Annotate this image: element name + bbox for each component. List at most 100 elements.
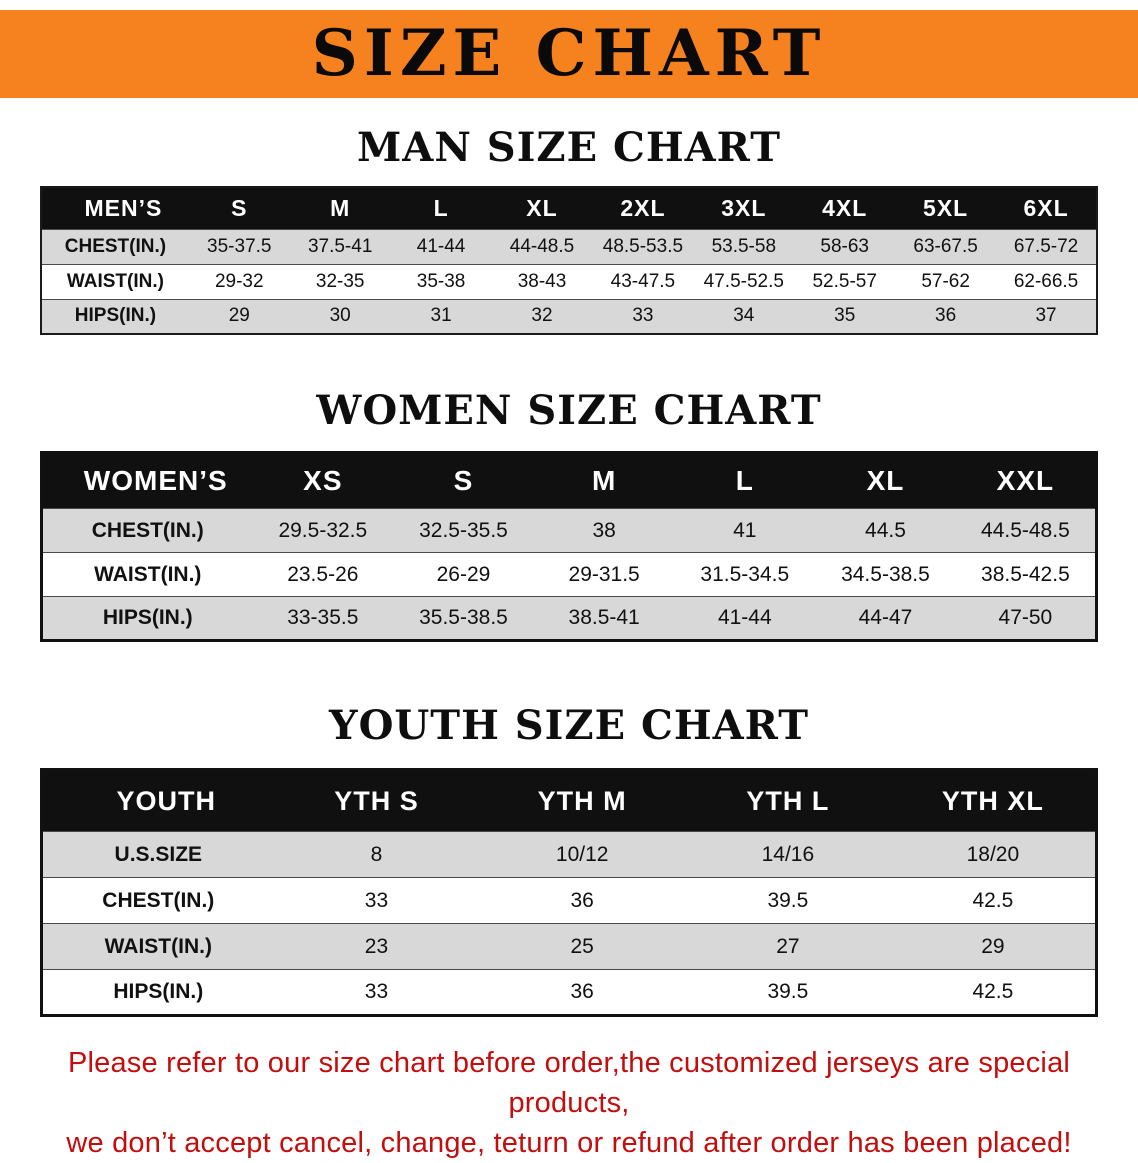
measurement-row: CHEST(IN.) 29.5-32.5 32.5-35.5 38 41 44.5 44.5…	[41, 508, 1097, 553]
size-value-cell: 32	[491, 298, 593, 334]
size-value-cell: 44-47	[815, 596, 956, 641]
measurement-row-label: WAIST(IN.)	[41, 923, 274, 970]
size-value-cell: 34	[693, 298, 795, 334]
measurement-row: WAIST(IN.) 23 25 27 29	[41, 923, 1097, 970]
size-column-header: YTH S	[273, 769, 480, 832]
measurement-row-label: HIPS(IN.)	[41, 298, 189, 334]
size-value-cell: 27	[685, 923, 891, 970]
disclaimer-line-1: Please refer to our size chart before or…	[67, 1047, 1071, 1119]
size-value-cell: 58-63	[794, 228, 896, 264]
size-value-cell: 36	[479, 969, 686, 1016]
man-size-heading: MAN SIZE CHART	[357, 124, 781, 171]
size-value-cell: 63-67.5	[895, 228, 997, 264]
size-value-cell: 52.5-57	[794, 263, 896, 299]
size-value-cell: 41-44	[674, 596, 816, 641]
size-value-cell: 29-31.5	[533, 552, 675, 597]
size-column-header: 3XL	[693, 187, 795, 229]
measurement-row: CHEST(IN.) 33 36 39.5 42.5	[41, 877, 1097, 924]
size-value-cell: 23.5-26	[252, 552, 394, 597]
size-value-cell: 26-29	[393, 552, 534, 597]
measurement-row-label: CHEST(IN.)	[41, 508, 253, 553]
size-column-header: M	[289, 187, 391, 229]
size-value-cell: 31	[390, 298, 492, 334]
table-corner-label: YOUTH	[41, 769, 274, 832]
man-size-section: MAN SIZE CHART MEN’S S M L XL 2XL 3XL 4XL 5XL 6XL…	[40, 124, 1098, 335]
size-value-cell: 8	[273, 831, 480, 878]
size-value-cell: 10/12	[479, 831, 686, 878]
measurement-row-label: WAIST(IN.)	[41, 552, 253, 597]
size-column-header: L	[674, 452, 816, 509]
size-column-header: S	[393, 452, 534, 509]
size-column-header: YTH XL	[890, 769, 1097, 832]
women-size-heading: WOMEN SIZE CHART	[316, 387, 822, 434]
size-value-cell: 67.5-72	[996, 228, 1097, 264]
size-value-cell: 42.5	[890, 969, 1097, 1016]
size-value-cell: 25	[479, 923, 686, 970]
size-value-cell: 32-35	[289, 263, 391, 299]
youth-size-table: YOUTH YTH S YTH M YTH L YTH XL U.S.SIZE 8 10/12…	[40, 768, 1098, 1017]
size-column-header: XXL	[955, 452, 1097, 509]
size-column-header: XL	[491, 187, 593, 229]
size-column-header: M	[533, 452, 675, 509]
mens-size-table: MEN’S S M L XL 2XL 3XL 4XL 5XL 6XL CHEST(IN.) 35-37…	[40, 186, 1098, 335]
size-value-cell: 37	[996, 298, 1097, 334]
size-table: WOMEN’S XS S M L XL XXL CHEST(IN.) 29.5-32.5 32.5…	[40, 451, 1098, 642]
size-table: MEN’S S M L XL 2XL 3XL 4XL 5XL 6XL CHEST(IN.) 35-37…	[40, 186, 1098, 335]
measurement-row: WAIST(IN.) 29-32 32-35 35-38 38-43 43-47.5 47.…	[41, 263, 1097, 299]
measurement-row-label: HIPS(IN.)	[41, 596, 253, 641]
disclaimer-note: Please refer to our size chart before or…	[40, 1043, 1098, 1163]
size-column-header: 4XL	[794, 187, 896, 229]
size-column-header: 2XL	[592, 187, 694, 229]
size-value-cell: 31.5-34.5	[674, 552, 816, 597]
measurement-row: CHEST(IN.) 35-37.5 37.5-41 41-44 44-48.5 48.5…	[41, 228, 1097, 264]
size-value-cell: 36	[895, 298, 997, 334]
size-value-cell: 43-47.5	[592, 263, 694, 299]
size-column-header: YTH L	[685, 769, 891, 832]
size-value-cell: 35-38	[390, 263, 492, 299]
size-value-cell: 14/16	[685, 831, 891, 878]
size-value-cell: 32.5-35.5	[393, 508, 534, 553]
table-header-row: YOUTH YTH S YTH M YTH L YTH XL	[41, 769, 1097, 832]
size-value-cell: 30	[289, 298, 391, 334]
banner: SIZE CHART	[0, 10, 1138, 98]
size-value-cell: 53.5-58	[693, 228, 795, 264]
size-value-cell: 38-43	[491, 263, 593, 299]
size-table: YOUTH YTH S YTH M YTH L YTH XL U.S.SIZE 8 10/12…	[40, 768, 1098, 1017]
size-value-cell: 41	[674, 508, 816, 553]
size-value-cell: 34.5-38.5	[815, 552, 956, 597]
measurement-row-label: U.S.SIZE	[41, 831, 274, 878]
size-value-cell: 62-66.5	[996, 263, 1097, 299]
measurement-row: WAIST(IN.) 23.5-26 26-29 29-31.5 31.5-34.5 34…	[41, 552, 1097, 597]
size-value-cell: 44.5	[815, 508, 956, 553]
content-area: MAN SIZE CHART MEN’S S M L XL 2XL 3XL 4XL 5XL 6XL…	[0, 124, 1138, 1163]
size-value-cell: 23	[273, 923, 480, 970]
size-value-cell: 33	[273, 969, 480, 1016]
size-column-header: YTH M	[479, 769, 686, 832]
table-header-row: MEN’S S M L XL 2XL 3XL 4XL 5XL 6XL	[41, 187, 1097, 229]
size-value-cell: 33-35.5	[252, 596, 394, 641]
size-column-header: XS	[252, 452, 394, 509]
size-value-cell: 39.5	[685, 969, 891, 1016]
youth-size-section: YOUTH SIZE CHART YOUTH YTH S YTH M YTH L YTH…	[40, 702, 1098, 1017]
table-corner-label: WOMEN’S	[41, 452, 253, 509]
measurement-row: U.S.SIZE 8 10/12 14/16 18/20	[41, 831, 1097, 878]
measurement-row-label: WAIST(IN.)	[41, 263, 189, 299]
size-value-cell: 41-44	[390, 228, 492, 264]
measurement-row-label: CHEST(IN.)	[41, 228, 189, 264]
disclaimer-line-2: we don’t accept cancel, change, teturn o…	[66, 1127, 1072, 1159]
measurement-row: HIPS(IN.) 33 36 39.5 42.5	[41, 969, 1097, 1016]
table-header-row: WOMEN’S XS S M L XL XXL	[41, 452, 1097, 509]
women-size-section: WOMEN SIZE CHART WOMEN’S XS S M L XL XXL CHEST(…	[40, 387, 1098, 642]
size-value-cell: 47.5-52.5	[693, 263, 795, 299]
measurement-row: HIPS(IN.) 29 30 31 32 33 34 35 36 37	[41, 298, 1097, 334]
size-value-cell: 29-32	[188, 263, 290, 299]
size-value-cell: 37.5-41	[289, 228, 391, 264]
size-column-header: 5XL	[895, 187, 997, 229]
size-column-header: XL	[815, 452, 956, 509]
size-value-cell: 29.5-32.5	[252, 508, 394, 553]
size-column-header: S	[188, 187, 290, 229]
size-value-cell: 35	[794, 298, 896, 334]
size-value-cell: 44-48.5	[491, 228, 593, 264]
size-value-cell: 48.5-53.5	[592, 228, 694, 264]
size-value-cell: 29	[188, 298, 290, 334]
